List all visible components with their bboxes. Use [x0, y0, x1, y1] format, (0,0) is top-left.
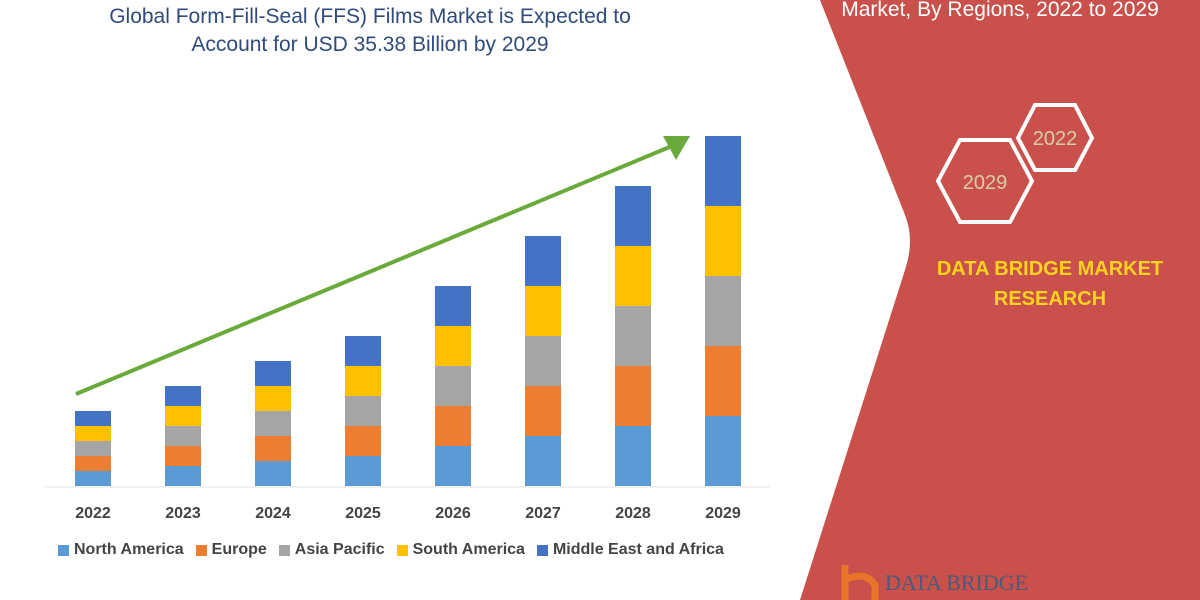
legend-label: South America	[412, 541, 525, 558]
x-tick-label: 2029	[705, 505, 741, 522]
hexagon-badge-2029	[935, 138, 1035, 224]
brand-line-2: RESEARCH	[993, 288, 1107, 310]
bar-segment-2027-asia-pacific	[525, 336, 561, 386]
bar-segment-2028-north-america	[615, 426, 651, 486]
legend-item-middle-east-and-africa: Middle East and Africa	[536, 541, 724, 559]
legend-item-asia-pacific: Asia Pacific	[278, 541, 385, 559]
bar-segment-2027-europe	[525, 386, 561, 436]
logo-icon	[841, 565, 879, 600]
legend: North America Europe Asia Pacific South Ame…	[58, 541, 724, 559]
bar-segment-2025-south-america	[345, 366, 381, 396]
bar-segment-2023-europe	[165, 446, 201, 466]
legend-item-south-america: South America	[396, 541, 525, 559]
logo-text: DATA BRIDGE	[885, 570, 1029, 595]
trend-arrow	[75, 144, 673, 396]
badge-year-2022: 2022	[1033, 128, 1078, 150]
bar-segment-2026-europe	[435, 406, 471, 446]
brand-name: DATA BRIDGE MARKET RESEARCH	[920, 254, 1180, 314]
bar-segment-2026-north-america	[435, 446, 471, 486]
bar-segment-2028-europe	[615, 366, 651, 426]
bar-segment-2029-south-america	[705, 206, 741, 276]
legend-swatch	[195, 544, 207, 556]
x-tick-label: 2023	[165, 505, 201, 522]
legend-item-north-america: North America	[58, 541, 184, 559]
bar-segment-2023-middle-east-and-africa	[165, 386, 201, 406]
hexagon-badge-2022	[1015, 103, 1095, 172]
x-tick-label: 2024	[255, 505, 291, 522]
bar-segment-2023-asia-pacific	[165, 426, 201, 446]
legend-swatch	[58, 544, 69, 556]
title-line-1: Global Form-Fill-Seal (FFS) Films Market…	[109, 5, 631, 28]
bar-segment-2026-asia-pacific	[435, 366, 471, 406]
bar-segment-2025-asia-pacific	[345, 396, 381, 426]
right-title: Market, By Regions, 2022 to 2029	[841, 0, 1159, 21]
stacked-bar-chart: 2022 2023 2024 2025 2026 2027 2028 2029	[45, 136, 770, 522]
chart-title: Global Form-Fill-Seal (FFS) Films Market…	[40, 3, 700, 59]
bar-segment-2025-north-america	[345, 456, 381, 486]
bar-segment-2029-middle-east-and-africa	[705, 136, 741, 206]
legend-label: Europe	[211, 541, 267, 558]
bar-segment-2022-middle-east-and-africa	[75, 411, 111, 426]
legend-item-europe: Europe	[195, 541, 267, 559]
bar-segment-2022-asia-pacific	[75, 441, 111, 456]
bar-segment-2022-europe	[75, 456, 111, 471]
bar-segment-2022-north-america	[75, 471, 111, 486]
bar-segment-2025-europe	[345, 426, 381, 456]
bar-segment-2027-north-america	[525, 436, 561, 486]
legend-label: Middle East and Africa	[552, 541, 724, 558]
bar-segment-2025-middle-east-and-africa	[345, 336, 381, 366]
bar-segment-2029-europe	[705, 346, 741, 416]
legend-label: North America	[74, 541, 184, 558]
bar-segment-2028-asia-pacific	[615, 306, 651, 366]
x-tick-label: 2025	[345, 505, 381, 522]
red-panel	[800, 0, 1200, 600]
bar-segment-2024-europe	[255, 436, 291, 461]
x-tick-label: 2022	[75, 505, 111, 522]
bar-segment-2024-asia-pacific	[255, 411, 291, 436]
trend-arrow-head	[663, 136, 690, 160]
legend-label: Asia Pacific	[294, 541, 385, 558]
x-tick-label: 2028	[615, 505, 651, 522]
bar-segment-2028-middle-east-and-africa	[615, 186, 651, 246]
bar-segment-2024-middle-east-and-africa	[255, 361, 291, 386]
x-tick-label: 2027	[525, 505, 561, 522]
bar-segment-2023-south-america	[165, 406, 201, 426]
bar-segment-2027-south-america	[525, 286, 561, 336]
bar-segment-2026-south-america	[435, 326, 471, 366]
bar-segment-2029-north-america	[705, 416, 741, 486]
bar-segment-2023-north-america	[165, 466, 201, 486]
bar-segment-2026-middle-east-and-africa	[435, 286, 471, 326]
legend-swatch	[536, 544, 548, 556]
badge-year-2029: 2029	[963, 172, 1008, 194]
bar-segment-2024-south-america	[255, 386, 291, 411]
bar-segment-2029-asia-pacific	[705, 276, 741, 346]
bar-segment-2022-south-america	[75, 426, 111, 441]
legend-swatch	[278, 544, 290, 556]
bar-segment-2024-north-america	[255, 461, 291, 486]
legend-swatch	[396, 544, 408, 556]
brand-line-1: DATA BRIDGE MARKET	[936, 258, 1164, 280]
title-line-2: Account for USD 35.38 Billion by 2029	[191, 33, 549, 56]
bar-segment-2028-south-america	[615, 246, 651, 306]
bar-segment-2027-middle-east-and-africa	[525, 236, 561, 286]
x-tick-label: 2026	[435, 505, 471, 522]
